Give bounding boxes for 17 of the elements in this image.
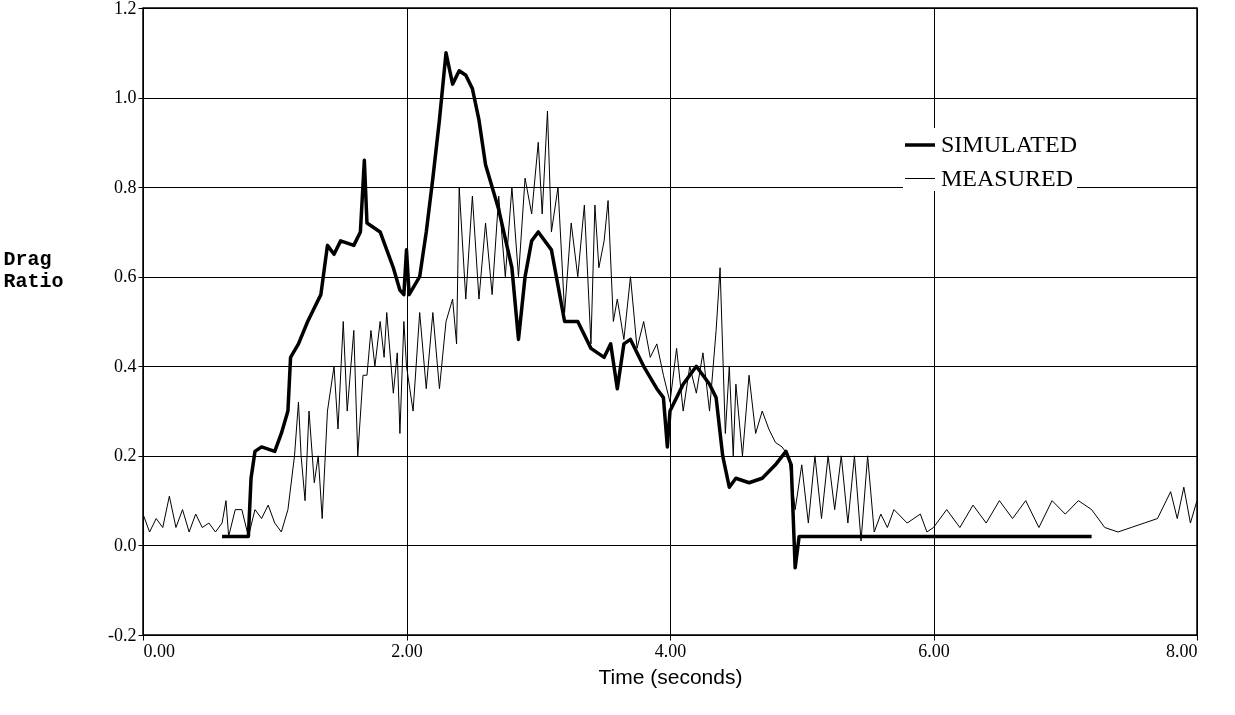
- x-axis-title: Time (seconds): [598, 664, 743, 688]
- y-tick-label: 1.0: [114, 87, 137, 108]
- x-tick-label: 6.00: [918, 640, 950, 661]
- x-tick-label: 8.00: [1166, 640, 1198, 661]
- y-tick-label: 0.6: [114, 266, 137, 287]
- y-tick-label: 0.0: [114, 534, 137, 555]
- y-axis-title: Drag Ratio: [3, 247, 64, 293]
- legend-label: MEASURED: [941, 164, 1074, 191]
- x-tick-label: 0.00: [143, 640, 175, 661]
- x-tick-label: 4.00: [654, 640, 687, 661]
- y-tick-label: 0.4: [114, 355, 137, 376]
- y-tick-label: 1.2: [114, 0, 137, 18]
- y-tick-label: 0.2: [114, 445, 137, 466]
- legend-label: SIMULATED: [941, 131, 1077, 157]
- y-tick-label: 0.8: [114, 176, 137, 197]
- x-tick-label: 2.00: [391, 640, 423, 661]
- y-tick-label: -0.2: [108, 624, 137, 645]
